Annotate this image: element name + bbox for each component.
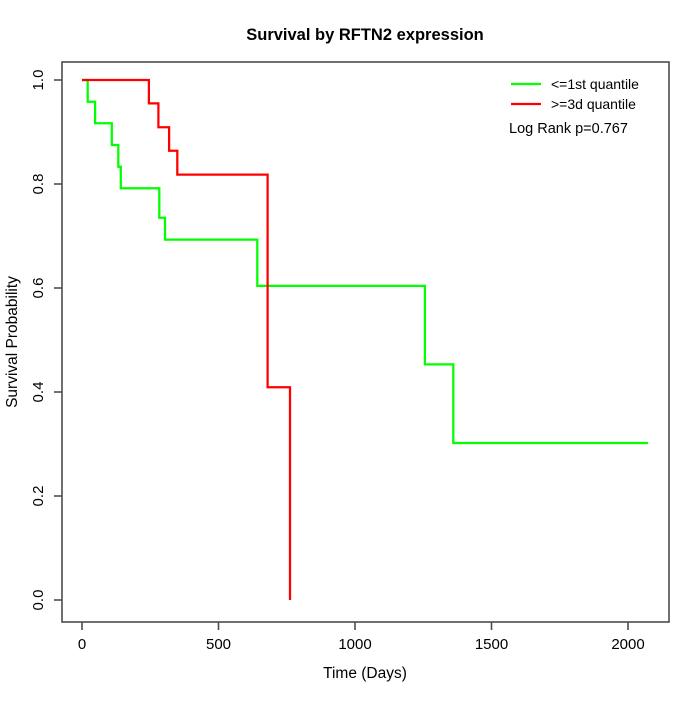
y-tick-label: 0.6 — [30, 278, 47, 299]
x-axis-label: Time (Days) — [323, 665, 407, 682]
x-tick-label: 500 — [206, 636, 231, 653]
x-tick-label: 2000 — [611, 636, 644, 653]
y-axis-label: Survival Probability — [4, 276, 21, 408]
chart-title: Survival by RFTN2 expression — [246, 26, 484, 44]
y-tick-label: 0.8 — [30, 174, 47, 195]
x-tick-label: 1500 — [475, 636, 508, 653]
km-curve-low-quantile — [82, 78, 648, 445]
y-tick-label: 1.0 — [30, 70, 47, 91]
x-tick-label: 0 — [78, 636, 86, 653]
y-tick-label: 0.2 — [30, 486, 47, 507]
x-tick-label: 1000 — [338, 636, 371, 653]
plot-box — [61, 61, 670, 623]
legend-label-low-quantile: <=1st quantile — [551, 76, 639, 92]
y-tick-label: 0.0 — [30, 590, 47, 611]
y-tick-label: 0.4 — [30, 382, 47, 403]
plot-layer: 0 500 1000 1500 2000 0.0 0.2 0.4 0.6 0.8 1.0 — [30, 61, 670, 653]
logrank-annotation: Log Rank p=0.767 — [509, 121, 628, 137]
legend-label-high-quantile: >=3d quantile — [551, 96, 636, 112]
km-curve-high-quantile — [82, 78, 292, 600]
